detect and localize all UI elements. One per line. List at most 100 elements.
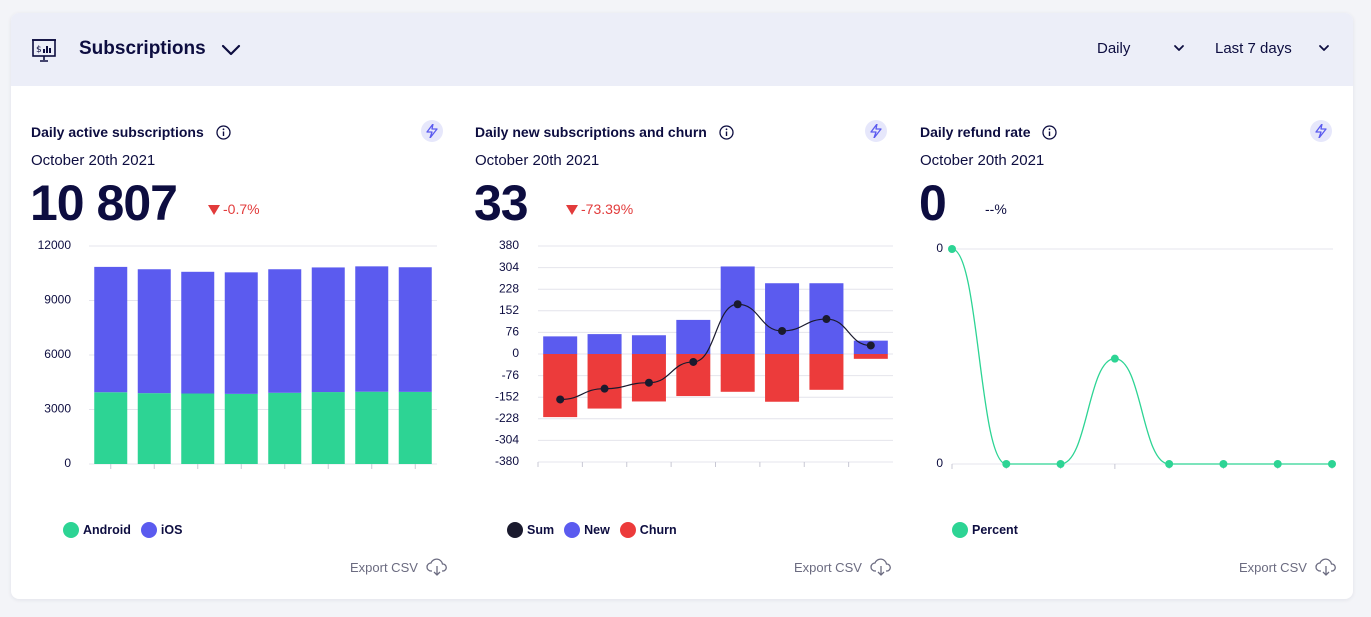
export-label: Export CSV [1239,559,1307,575]
bolt-button[interactable] [865,120,887,142]
y-tick-label: 6000 [44,347,71,361]
y-tick-label: 12000 [38,238,72,252]
percent-point [1002,460,1011,468]
lightning-icon [1315,124,1327,138]
card-delta: -0.7% [208,201,260,217]
range-select[interactable]: Last 7 days [1215,40,1329,57]
card-delta: --% [985,201,1007,217]
legend-item-percent[interactable]: Percent [952,522,1018,538]
bolt-button[interactable] [421,120,443,142]
export-csv-button[interactable]: Export CSV [350,558,448,576]
legend-label: iOS [160,523,183,537]
bolt-button[interactable] [1310,120,1332,142]
card-value: 0 [919,175,947,231]
period-select[interactable]: Daily [1097,40,1184,57]
y-tick-label: 0 [64,456,71,470]
period-select-label: Daily [1097,40,1131,57]
lightning-icon [426,124,438,138]
y-tick-label: 9000 [44,293,71,307]
legend-dot [619,522,636,538]
legend-item-ios[interactable]: iOS [140,522,183,538]
y-tick-label: -76 [502,368,520,382]
card-value: 10 807 [30,175,178,231]
card-delta: -73.39% [566,201,633,217]
bar-ios [94,266,128,393]
chevron-down-icon [1174,45,1184,51]
y-tick-label: 380 [499,238,519,252]
percent-point [948,245,956,253]
card-delta-text: --% [985,201,1007,217]
bar-ios [311,267,345,393]
bar-android [181,393,215,464]
card-title: Daily active subscriptions [31,124,231,140]
chart-legend: Sum New Churn [507,522,677,538]
info-icon[interactable] [1042,125,1058,140]
legend-label: Percent [972,523,1018,537]
legend-dot [564,522,581,538]
card-new-and-churn: Daily new subscriptions and churn Octobe… [455,86,900,599]
lightning-icon [870,124,882,138]
bar-churn [853,354,888,359]
bar-churn [587,354,622,409]
bar-android [398,391,432,464]
range-select-label: Last 7 days [1215,40,1292,57]
down-triangle-icon [566,205,578,215]
bar-android [224,393,258,464]
card-date: October 20th 2021 [31,152,156,169]
refund-rate-chart: 00 [936,241,1336,470]
y-tick-label: 152 [499,303,519,317]
card-title-text: Daily new subscriptions and churn [475,124,707,140]
bar-churn [543,354,578,418]
bar-new [765,283,800,354]
card-value: 33 [474,175,529,231]
bar-ios [224,272,258,394]
y-tick-label: -228 [495,411,519,425]
card-delta-text: -73.39% [581,201,634,217]
bar-ios [268,269,302,393]
sum-point [600,384,609,393]
percent-point [1328,460,1336,468]
info-icon[interactable] [215,125,231,140]
legend-item-sum[interactable]: Sum [507,522,554,538]
card-date: October 20th 2021 [920,152,1045,169]
legend-label: Sum [527,523,555,537]
legend-label: Android [83,523,131,537]
export-csv-button[interactable]: Export CSV [794,558,892,576]
presentation-chart-icon: $ [32,39,56,62]
export-label: Export CSV [794,559,862,575]
sum-point [644,378,653,387]
chart-legend: Android iOS [63,522,182,538]
bar-android [355,391,389,464]
legend-item-android[interactable]: Android [63,522,131,538]
legend-item-churn[interactable]: Churn [619,522,677,538]
legend-dot [63,522,79,538]
bar-new [720,266,755,354]
card-title-text: Daily active subscriptions [31,124,204,140]
y-tick-label: 0 [936,456,943,470]
legend-dot [952,522,968,538]
page-title: Subscriptions [79,38,206,59]
bar-churn [809,354,844,390]
bar-ios [181,271,215,394]
y-tick-label: 0 [512,346,519,360]
bar-new [587,334,622,354]
card-title: Daily new subscriptions and churn [475,124,734,140]
cloud-download-icon [426,558,447,576]
chevron-down-icon[interactable] [219,38,243,62]
percent-point [1219,460,1228,468]
sum-point [866,341,875,350]
bar-ios [398,267,432,392]
y-tick-label: -152 [495,389,519,403]
y-tick-label: 76 [506,325,520,339]
legend-item-new[interactable]: New [564,522,610,538]
info-icon[interactable] [719,125,734,140]
export-csv-button[interactable]: Export CSV [1239,558,1337,576]
export-label: Export CSV [350,559,418,575]
bar-ios [137,269,171,394]
bar-churn [720,354,755,392]
legend-label: New [584,523,610,537]
card-active-subscriptions: Daily active subscriptions October 20th … [11,86,456,599]
new-and-churn-chart: 380 304 228 152 76 0 -76 -152 -228 -304 -380 [495,238,893,468]
percent-point [1110,354,1119,363]
legend-label: Churn [639,523,677,537]
